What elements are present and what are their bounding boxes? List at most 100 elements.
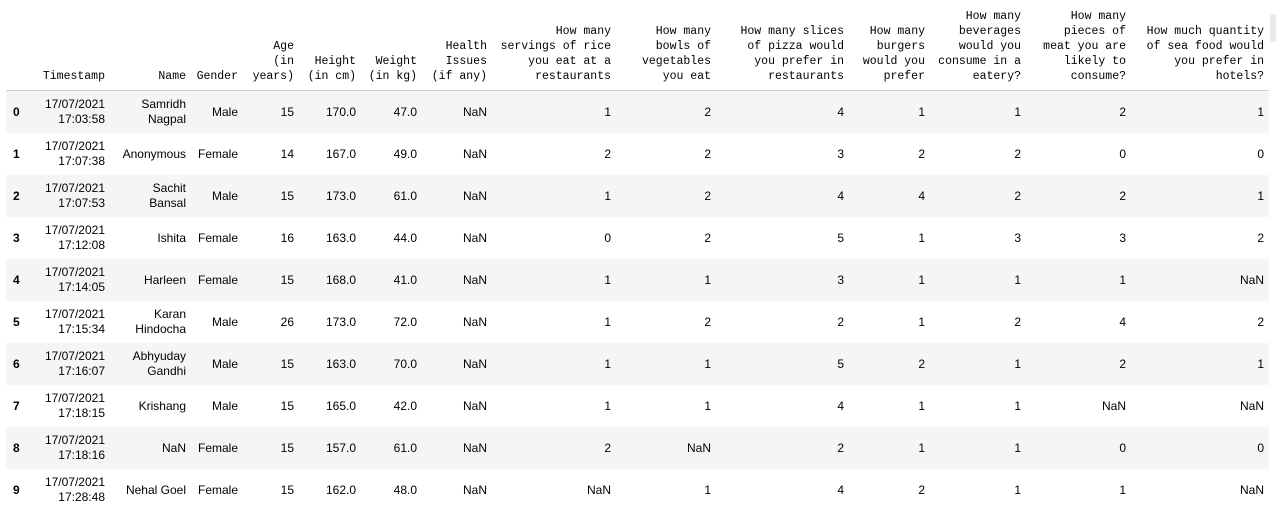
table-cell: 1 <box>704 482 711 497</box>
table-cell: NaN <box>1239 482 1264 497</box>
index-header <box>6 0 34 91</box>
table-cell: NaN <box>462 482 487 497</box>
table-row: 8 17/07/2021 17:18:16 NaN Female 15 157.0 61.0… <box>6 427 1269 469</box>
row-index: 2 <box>13 188 20 203</box>
table-cell: 167.0 <box>325 146 356 161</box>
table-cell: 2 <box>1257 230 1264 245</box>
table-cell: 2 <box>1014 146 1021 161</box>
column-header: How many slices of pizza would you prefe… <box>716 0 849 91</box>
table-cell: 17/07/2021 17:16:07 <box>44 349 105 378</box>
table-cell: 2 <box>604 146 611 161</box>
table-cell: 72.0 <box>393 314 417 329</box>
table-cell: Male <box>211 356 238 371</box>
column-header: How many servings of rice you eat at a r… <box>492 0 616 91</box>
table-cell: Nehal Goel <box>125 482 186 497</box>
dataframe-table: Timestamp Name Gender Age (in years) Height … <box>6 0 1269 511</box>
table-cell: Abhyuday Gandhi <box>132 349 186 378</box>
table-cell: 1 <box>1119 272 1126 287</box>
table-cell: 1 <box>704 398 711 413</box>
table-cell: 163.0 <box>325 230 356 245</box>
column-header: How much quantity of sea food would you … <box>1131 0 1269 91</box>
table-cell: 0 <box>1257 440 1264 455</box>
table-cell: 1 <box>918 230 925 245</box>
table-cell: 1 <box>918 398 925 413</box>
table-cell: 44.0 <box>393 230 417 245</box>
table-cell: 2 <box>1119 104 1126 119</box>
table-cell: NaN <box>462 398 487 413</box>
column-header: Timestamp <box>34 0 110 91</box>
table-cell: 173.0 <box>325 188 356 203</box>
table-cell: 2 <box>837 314 844 329</box>
column-header: Name <box>110 0 191 91</box>
table-cell: 17/07/2021 17:03:58 <box>44 97 105 126</box>
table-cell: 14 <box>280 146 294 161</box>
table-cell: 165.0 <box>325 398 356 413</box>
column-header: How many beverages would you consume in … <box>930 0 1026 91</box>
table-row: 0 17/07/2021 17:03:58 Samridh Nagpal Male 15… <box>6 90 1269 133</box>
table-cell: Female <box>197 272 238 287</box>
column-header: How many burgers would you prefer <box>849 0 930 91</box>
table-cell: Male <box>211 104 238 119</box>
table-cell: 0 <box>1119 146 1126 161</box>
table-cell: Female <box>197 482 238 497</box>
table-row: 3 17/07/2021 17:12:08 Ishita Female 16 163.0 4… <box>6 217 1269 259</box>
row-index: 1 <box>13 146 20 161</box>
table-cell: 15 <box>280 188 294 203</box>
table-cell: NaN <box>586 482 611 497</box>
table-cell: 1 <box>1014 482 1021 497</box>
table-cell: 2 <box>704 104 711 119</box>
table-cell: Krishang <box>138 398 186 413</box>
table-cell: 17/07/2021 17:28:48 <box>44 475 105 504</box>
table-cell: 0 <box>1257 146 1264 161</box>
table-cell: 2 <box>918 356 925 371</box>
table-row: 9 17/07/2021 17:28:48 Nehal Goel Female 15 16… <box>6 469 1269 511</box>
table-cell: 1 <box>604 356 611 371</box>
table-cell: NaN <box>462 356 487 371</box>
table-cell: 4 <box>918 188 925 203</box>
table-cell: NaN <box>462 272 487 287</box>
table-row: 5 17/07/2021 17:15:34 Karan Hindocha Male 26… <box>6 301 1269 343</box>
table-cell: Male <box>211 188 238 203</box>
table-cell: 1 <box>1119 482 1126 497</box>
table-cell: 2 <box>1014 314 1021 329</box>
table-cell: 1 <box>1257 104 1264 119</box>
table-cell: NaN <box>462 188 487 203</box>
column-header: Height (in cm) <box>299 0 361 91</box>
table-cell: 1 <box>1014 398 1021 413</box>
table-cell: 3 <box>1014 230 1021 245</box>
table-cell: 61.0 <box>393 440 417 455</box>
row-index: 4 <box>13 272 20 287</box>
table-cell: 15 <box>280 356 294 371</box>
table-cell: 163.0 <box>325 356 356 371</box>
table-cell: NaN <box>161 440 186 455</box>
table-cell: NaN <box>462 104 487 119</box>
table-cell: 168.0 <box>325 272 356 287</box>
table-cell: 4 <box>837 482 844 497</box>
table-cell: 48.0 <box>393 482 417 497</box>
table-cell: 15 <box>280 104 294 119</box>
table-cell: 15 <box>280 398 294 413</box>
column-header: Weight (in kg) <box>361 0 422 91</box>
table-cell: NaN <box>462 146 487 161</box>
row-index: 0 <box>13 104 20 119</box>
table-cell: 41.0 <box>393 272 417 287</box>
table-cell: 47.0 <box>393 104 417 119</box>
column-header: Age (in years) <box>243 0 299 91</box>
table-cell: 17/07/2021 17:12:08 <box>44 223 105 252</box>
table-cell: 2 <box>1119 356 1126 371</box>
table-cell: 1 <box>1014 356 1021 371</box>
scrollbar[interactable] <box>1270 14 1276 42</box>
table-cell: Male <box>211 314 238 329</box>
table-cell: 61.0 <box>393 188 417 203</box>
table-cell: 3 <box>837 272 844 287</box>
table-cell: Male <box>211 398 238 413</box>
table-cell: 0 <box>604 230 611 245</box>
table-cell: 3 <box>1119 230 1126 245</box>
table-cell: 1 <box>604 314 611 329</box>
table-cell: 3 <box>837 146 844 161</box>
table-cell: 26 <box>280 314 294 329</box>
table-cell: 2 <box>918 482 925 497</box>
table-cell: 2 <box>704 230 711 245</box>
table-cell: 2 <box>604 440 611 455</box>
table-cell: 17/07/2021 17:18:16 <box>44 433 105 462</box>
